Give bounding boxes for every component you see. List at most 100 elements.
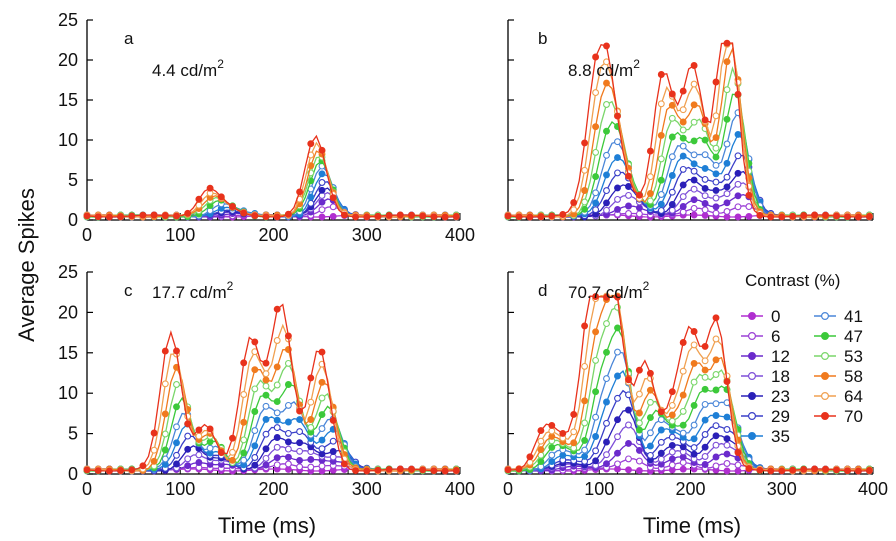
legend-marker xyxy=(747,432,756,441)
data-point xyxy=(723,159,731,167)
data-point xyxy=(374,212,382,220)
data-point xyxy=(284,445,292,453)
data-point xyxy=(161,347,169,355)
data-point xyxy=(592,413,600,421)
data-point xyxy=(548,458,556,466)
data-point xyxy=(712,112,720,120)
data-point xyxy=(173,381,180,388)
data-point xyxy=(603,460,610,468)
data-point xyxy=(441,467,449,475)
data-point xyxy=(504,466,512,474)
data-point xyxy=(646,451,654,459)
data-point xyxy=(625,183,632,190)
data-point xyxy=(396,211,404,219)
data-point xyxy=(150,446,158,454)
data-point xyxy=(603,375,610,383)
series-contrast-70 xyxy=(504,293,873,475)
data-point xyxy=(625,172,632,180)
data-point xyxy=(767,213,775,221)
series-line xyxy=(86,141,457,218)
data-point xyxy=(712,144,720,152)
data-point xyxy=(363,213,371,221)
data-point xyxy=(668,388,676,396)
data-point xyxy=(548,421,556,429)
data-point xyxy=(581,198,589,206)
data-point xyxy=(603,206,610,214)
data-point xyxy=(756,211,764,219)
data-point xyxy=(340,460,348,468)
data-point xyxy=(352,467,360,475)
data-point xyxy=(184,455,192,463)
legend-marker xyxy=(747,372,756,381)
data-point xyxy=(206,438,214,446)
legend-item-29: 29 xyxy=(741,407,790,426)
data-point xyxy=(679,165,687,173)
data-point xyxy=(441,213,449,221)
data-point xyxy=(679,208,687,216)
legend-label: 58 xyxy=(844,367,863,386)
legend-label: 0 xyxy=(771,307,780,326)
data-point xyxy=(515,465,523,473)
data-point xyxy=(701,200,709,207)
series-line xyxy=(507,111,870,218)
data-point xyxy=(173,403,180,411)
data-point xyxy=(701,443,709,451)
data-point xyxy=(537,446,545,454)
data-point xyxy=(679,407,687,415)
data-point xyxy=(105,467,113,475)
data-point xyxy=(262,213,270,221)
data-point xyxy=(217,193,225,201)
legend-label: 70 xyxy=(844,407,863,426)
data-point xyxy=(712,371,720,378)
data-point xyxy=(635,426,643,434)
series-line xyxy=(507,133,870,218)
data-point xyxy=(734,130,742,138)
data-point xyxy=(273,337,281,344)
series-line xyxy=(86,159,457,218)
data-point xyxy=(635,204,643,212)
legend-marker xyxy=(747,412,756,421)
data-point xyxy=(262,415,270,423)
data-point xyxy=(240,449,248,457)
data-point xyxy=(614,372,621,380)
data-point xyxy=(592,53,600,61)
data-point xyxy=(592,206,600,214)
y-tick-label: 5 xyxy=(68,424,78,444)
data-point xyxy=(318,378,326,386)
y-tick-label: 15 xyxy=(58,90,78,110)
x-tick-label: 300 xyxy=(767,479,797,499)
data-point xyxy=(712,386,720,394)
data-point xyxy=(173,451,180,459)
data-point xyxy=(723,450,731,458)
data-point xyxy=(592,328,600,336)
x-tick-label: 100 xyxy=(584,479,614,499)
data-point xyxy=(559,429,567,437)
data-point xyxy=(452,213,460,221)
data-point xyxy=(603,398,610,406)
data-point xyxy=(139,462,147,470)
data-point xyxy=(690,204,698,212)
data-point xyxy=(581,446,589,454)
series-line xyxy=(507,295,870,472)
data-point xyxy=(296,188,304,196)
data-point xyxy=(548,427,556,435)
luminance-exponent: 2 xyxy=(217,57,224,71)
data-point xyxy=(778,467,786,475)
data-point xyxy=(396,465,404,473)
data-point xyxy=(690,160,698,168)
data-point xyxy=(273,424,281,432)
data-point xyxy=(723,173,731,181)
data-point xyxy=(657,408,665,416)
data-point xyxy=(173,423,180,431)
data-point xyxy=(329,453,337,461)
data-point xyxy=(240,391,248,398)
panel-letter: d xyxy=(538,281,547,300)
series-line xyxy=(507,154,870,218)
data-point xyxy=(635,191,643,199)
data-point xyxy=(745,212,753,220)
data-point xyxy=(195,432,203,440)
data-point xyxy=(625,455,632,463)
series-line xyxy=(86,323,457,472)
data-point xyxy=(712,453,720,461)
data-point xyxy=(570,439,578,447)
